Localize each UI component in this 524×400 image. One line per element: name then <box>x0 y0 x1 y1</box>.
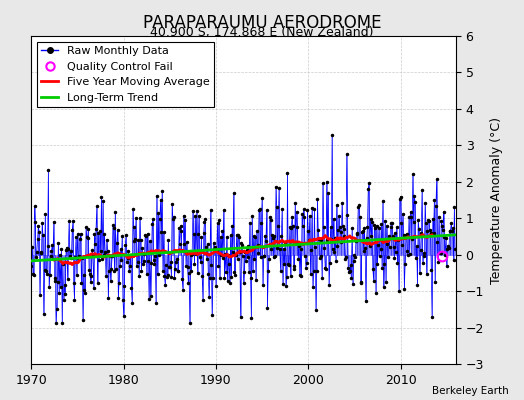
Text: Berkeley Earth: Berkeley Earth <box>432 386 508 396</box>
Text: 40.900 S, 174.868 E (New Zealand): 40.900 S, 174.868 E (New Zealand) <box>150 26 374 39</box>
Legend: Raw Monthly Data, Quality Control Fail, Five Year Moving Average, Long-Term Tren: Raw Monthly Data, Quality Control Fail, … <box>37 42 214 107</box>
Text: PARAPARAUMU AERODROME: PARAPARAUMU AERODROME <box>143 14 381 32</box>
Y-axis label: Temperature Anomaly (°C): Temperature Anomaly (°C) <box>489 116 503 284</box>
